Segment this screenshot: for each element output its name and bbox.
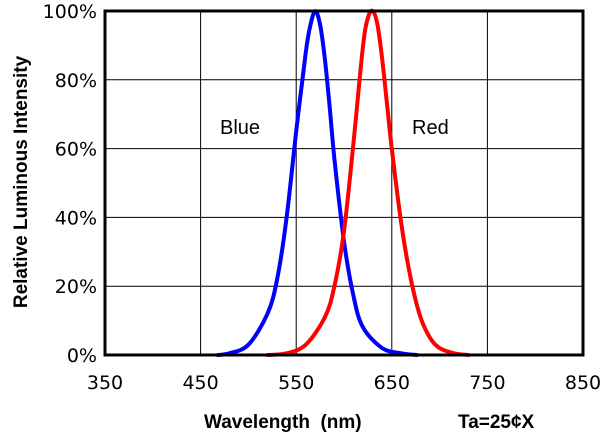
x-tick-label: 650 — [374, 372, 410, 394]
grid-lines — [105, 11, 583, 355]
series-curves — [215, 8, 471, 357]
y-tick-label: 0% — [67, 345, 97, 367]
x-tick-label: 850 — [565, 372, 601, 394]
y-tick-label: 80% — [55, 70, 97, 92]
x-tick-label: 550 — [278, 372, 314, 394]
series-label-red: Red — [412, 117, 449, 139]
x-tick-label: 450 — [182, 372, 218, 394]
y-tick-labels: 0% 20% 40% 60% 80% 100% — [43, 1, 97, 367]
series-line-red — [265, 8, 471, 357]
plot-frame — [103, 9, 585, 357]
y-tick-label: 100% — [43, 1, 97, 23]
y-tick-label: 60% — [55, 139, 97, 161]
series-line-blue — [215, 9, 419, 357]
y-axis-title: Relative Luminous Intensity — [11, 55, 32, 308]
y-tick-label: 40% — [55, 207, 97, 229]
x-tick-label: 750 — [469, 372, 505, 394]
x-tick-label: 350 — [87, 372, 123, 394]
y-tick-label: 20% — [55, 276, 97, 298]
series-label-blue: Blue — [220, 117, 260, 139]
x-axis-condition-note: Ta=25¢X — [458, 412, 535, 433]
x-axis-title: Wavelength (nm) — [204, 412, 362, 433]
x-tick-labels: 350 450 550 650 750 850 — [87, 372, 601, 394]
